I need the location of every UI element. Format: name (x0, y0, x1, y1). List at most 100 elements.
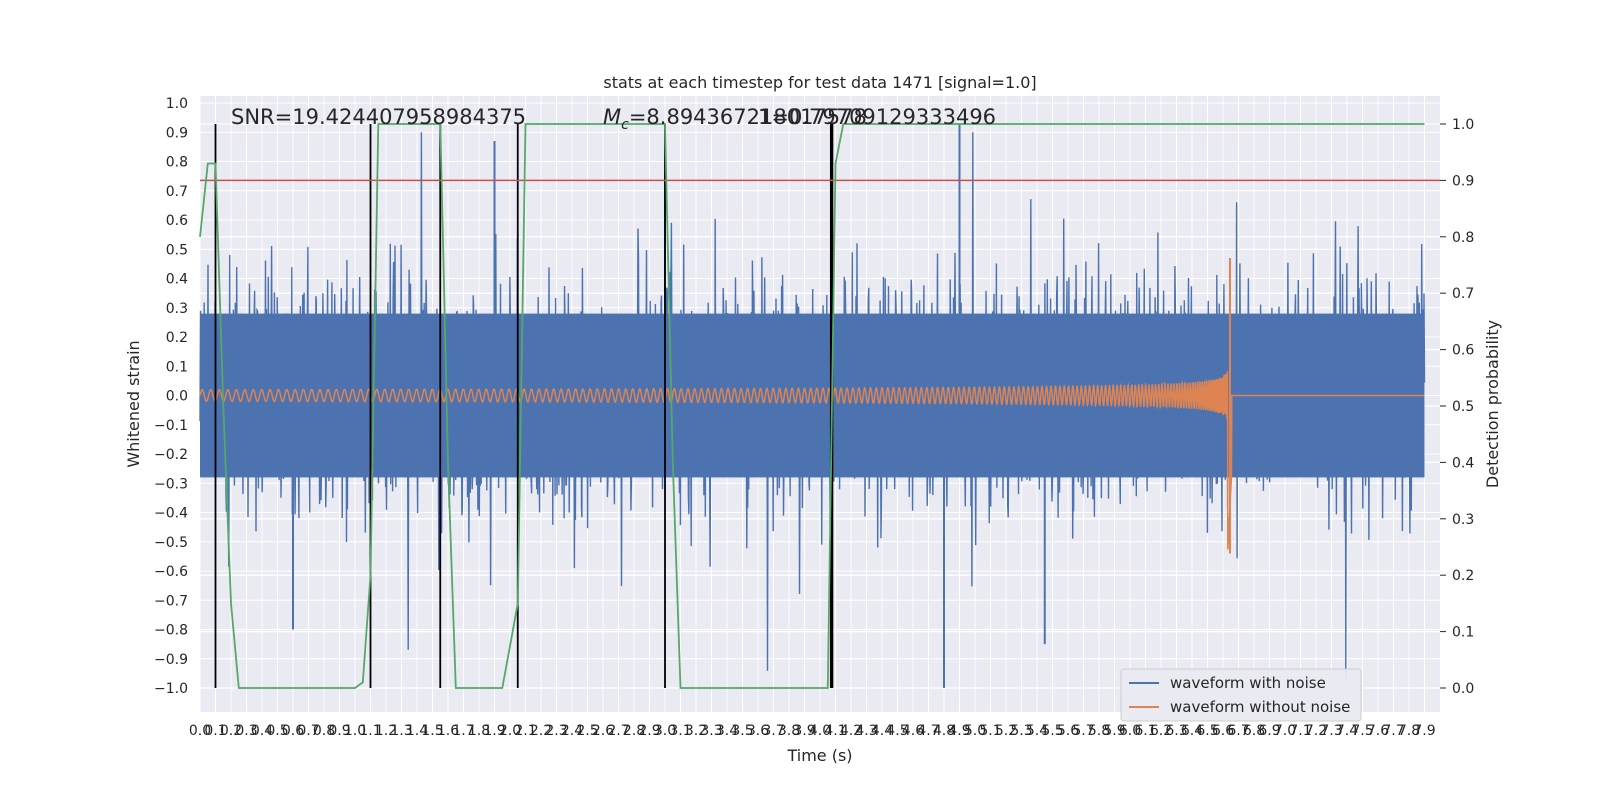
x-tick-label: 0.3 (235, 723, 257, 739)
y-tick-label: 0.1 (166, 359, 188, 375)
y-tick-label: −0.9 (154, 652, 188, 668)
x-axis-label: Time (s) (786, 746, 852, 765)
annotation-chirp-mass-subscript: c (621, 117, 629, 133)
y-tick-label: 0.5 (166, 242, 188, 258)
x-tick-label: 0.6 (282, 723, 304, 739)
y-axis-ticks: 1.0 0.9 0.8 0.7 0.6 0.5 0.4 0.3 0.2 0.1 0.0 −0.1 −0.… (154, 96, 188, 697)
x-tick-label: 1.6 (437, 723, 459, 739)
y-tick-label: −0.5 (154, 535, 188, 551)
y-tick-label: 0.4 (166, 272, 188, 288)
x-tick-label: 2.5 (576, 723, 598, 739)
y-tick-label: 0.9 (166, 125, 188, 141)
x-tick-label: 3.3 (700, 723, 722, 739)
x-tick-label: 4.8 (933, 723, 955, 739)
x-tick-label: 6.1 (1134, 723, 1156, 739)
x-tick-label: 6.4 (1181, 723, 1203, 739)
y-axis-label: Whitened strain (124, 340, 143, 467)
x-tick-label: 4.6 (902, 723, 924, 739)
x-tick-label: 7.3 (1320, 723, 1342, 739)
x-tick-label: 5.7 (1072, 723, 1094, 739)
x-tick-label: 3.1 (669, 723, 691, 739)
x-tick-label: 1.3 (390, 723, 412, 739)
x-tick-label: 2.8 (623, 723, 645, 739)
x-tick-label: 3.2 (685, 723, 707, 739)
detection-probability-line (199, 123, 1425, 689)
x-tick-label: 4.9 (948, 723, 970, 739)
y2-tick-label: 0.0 (1452, 681, 1474, 697)
x-tick-label: 7.9 (1413, 723, 1435, 739)
x-tick-label: 5.1 (979, 723, 1001, 739)
x-tick-label: 5.9 (1103, 723, 1125, 739)
x-tick-label: 6.9 (1258, 723, 1280, 739)
y-tick-label: −1.0 (154, 681, 188, 697)
y-tick-label: 0.2 (166, 330, 188, 346)
x-tick-label: 1.5 (421, 723, 443, 739)
x-tick-label: 6.8 (1243, 723, 1265, 739)
x-tick-label: 3.8 (778, 723, 800, 739)
x-tick-label: 3.9 (793, 723, 815, 739)
x-tick-label: 7.2 (1305, 723, 1327, 739)
x-tick-label: 7.4 (1336, 723, 1358, 739)
y-tick-label: −0.4 (154, 506, 188, 522)
x-tick-label: 4.5 (886, 723, 908, 739)
x-tick-label: 1.4 (406, 723, 428, 739)
x-tick-label: 2.6 (592, 723, 614, 739)
x-tick-label: 0.7 (297, 723, 319, 739)
legend-label-clean: waveform without noise (1170, 698, 1350, 716)
x-tick-label: 5.8 (1088, 723, 1110, 739)
vertical-lines (214, 124, 834, 688)
x-tick-label: 3.7 (762, 723, 784, 739)
x-tick-label: 0.5 (266, 723, 288, 739)
legend-box (1120, 668, 1362, 722)
annotation-chirp-mass: Mc=8.894367218017578 (603, 105, 867, 133)
x-tick-label: 4.0 (809, 723, 831, 739)
clean-waveform-line (199, 371, 1425, 550)
x-tick-label: 0.1 (204, 723, 226, 739)
x-tick-label: 2.3 (545, 723, 567, 739)
y-tick-label: −0.6 (154, 564, 188, 580)
series-detection-probability (199, 123, 1425, 689)
x-tick-label: 3.0 (654, 723, 676, 739)
x-tick-label: 6.0 (1119, 723, 1141, 739)
annotation-overlap: 1=0.79709129333496 (758, 105, 996, 129)
x-tick-label: 3.5 (731, 723, 753, 739)
x-tick-label: 7.6 (1367, 723, 1389, 739)
x-tick-label: 4.4 (871, 723, 893, 739)
x-tick-label: 1.9 (483, 723, 505, 739)
x-tick-label: 0.2 (220, 723, 242, 739)
x-tick-label: 3.4 (716, 723, 738, 739)
x-tick-label: 3.6 (747, 723, 769, 739)
x-tick-label: 1.7 (452, 723, 474, 739)
y2-tick-label: 0.3 (1452, 512, 1474, 528)
x-tick-label: 7.1 (1289, 723, 1311, 739)
x-tick-label: 0.8 (313, 723, 335, 739)
x-tick-label: 1.2 (375, 723, 397, 739)
x-tick-label: 2.1 (514, 723, 536, 739)
x-tick-label: 0.9 (328, 723, 350, 739)
y-tick-label: −0.8 (154, 623, 188, 639)
y-tick-label: −0.1 (154, 418, 188, 434)
x-tick-label: 6.7 (1227, 723, 1249, 739)
x-tick-label: 0.4 (251, 723, 273, 739)
y2-tick-label: 0.4 (1452, 455, 1474, 471)
x-tick-label: 2.2 (530, 723, 552, 739)
annotation-chirp-mass-symbol: M (603, 105, 621, 129)
y2-tick-label: 0.6 (1452, 343, 1474, 359)
x-tick-label: 6.3 (1165, 723, 1187, 739)
x-tick-label: 5.6 (1057, 723, 1079, 739)
y2-tick-label: 0.5 (1452, 399, 1474, 415)
x-tick-label: 2.4 (561, 723, 583, 739)
legend: waveform with noise waveform without noi… (1120, 668, 1362, 722)
x-tick-label: 0.0 (189, 723, 211, 739)
annotation-chirp-mass-value: =8.894367218017578 (629, 105, 867, 129)
x-tick-label: 2.0 (499, 723, 521, 739)
x-tick-label: 5.3 (1010, 723, 1032, 739)
x-tick-label: 6.5 (1196, 723, 1218, 739)
series-waveform-without-noise (199, 258, 1425, 554)
x-tick-label: 5.4 (1026, 723, 1048, 739)
y2-axis-label: Detection probability (1483, 320, 1502, 488)
y2-tick-label: 1.0 (1452, 117, 1474, 133)
y2-tick-label: 0.1 (1452, 625, 1474, 641)
x-tick-label: 2.7 (607, 723, 629, 739)
